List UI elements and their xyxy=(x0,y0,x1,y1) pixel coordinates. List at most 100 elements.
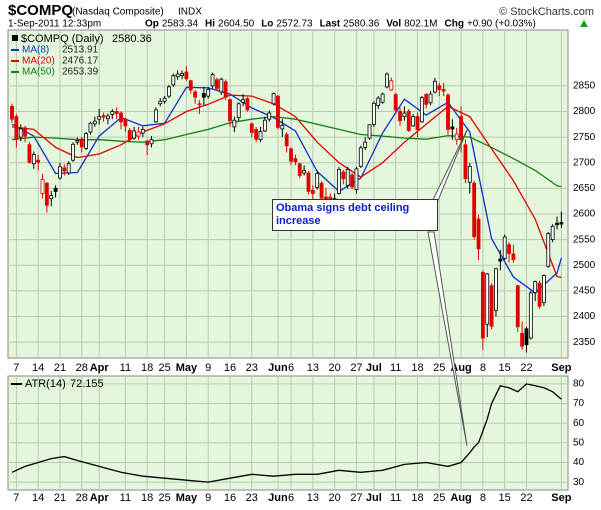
legend-value: 2513.91 xyxy=(62,45,99,56)
candle-body xyxy=(467,165,472,183)
candle-body xyxy=(132,130,136,139)
candle-body xyxy=(524,328,529,346)
x-tick-label: 23 xyxy=(246,492,258,504)
x-tick-label: 16 xyxy=(224,362,236,374)
legend-label: ATR(14) xyxy=(25,378,66,390)
candle-body xyxy=(114,111,119,114)
candle-body xyxy=(310,190,315,194)
candle-body xyxy=(62,167,67,172)
annotation-arrow xyxy=(427,231,468,447)
y-tick-label: 80 xyxy=(573,379,585,390)
quote-value: +0.90 (+0.03%) xyxy=(467,19,536,30)
legend-value: 2476.17 xyxy=(62,56,99,67)
candle-body xyxy=(92,120,97,125)
y-tick-label: 2850 xyxy=(573,81,596,92)
candle-body xyxy=(127,130,132,141)
up-arrow-icon xyxy=(580,20,588,27)
quote-value: 2572.73 xyxy=(276,19,313,30)
annotation: Obama signs debt ceiling increase xyxy=(272,199,438,231)
candle-body xyxy=(289,148,293,162)
candle-body xyxy=(106,115,110,120)
candle-body xyxy=(511,253,516,260)
candle-body xyxy=(53,187,58,192)
indicator-line xyxy=(11,383,562,483)
chart-subtitle: (Nasdaq Composite) xyxy=(72,7,164,18)
candle-body xyxy=(433,80,437,93)
candle-body xyxy=(188,80,193,91)
candle-body xyxy=(494,268,498,311)
x-tick-label: 25 xyxy=(433,362,445,374)
candle-body xyxy=(402,112,407,118)
x-tick-label: May xyxy=(176,362,198,374)
y-tick-label: 2600 xyxy=(573,209,596,220)
y-tick-label: 2750 xyxy=(573,132,596,143)
candle-body xyxy=(271,93,276,105)
moving-average-line xyxy=(11,94,562,279)
candle-body xyxy=(197,103,202,106)
x-tick-label: 18 xyxy=(141,362,153,374)
x-tick-label: Apr xyxy=(90,492,110,504)
candle-body xyxy=(280,124,285,130)
x-tick-label: 11 xyxy=(120,362,131,374)
x-tick-label: 7 xyxy=(13,492,19,504)
moving-average-line xyxy=(11,86,563,294)
candle-body xyxy=(450,126,455,130)
x-tick-label: 9 xyxy=(205,362,211,374)
candle-body xyxy=(27,144,32,163)
x-tick-label: Aug xyxy=(450,492,471,504)
candle-body xyxy=(358,147,363,167)
candle-body xyxy=(110,111,115,115)
candle-body xyxy=(71,143,75,161)
timestamp: 1-Sep-2011 12:33pm xyxy=(8,19,101,30)
x-tick-label: 25 xyxy=(433,492,445,504)
x-tick-label: 21 xyxy=(54,362,66,374)
quote-value: 2583.34 xyxy=(162,19,199,30)
x-tick-label: 18 xyxy=(411,492,423,504)
y-tick-label: 40 xyxy=(573,457,585,468)
candle-body xyxy=(262,119,267,132)
candle-body xyxy=(232,119,237,128)
candle-body xyxy=(58,166,62,179)
x-tick-label: 6 xyxy=(288,492,294,504)
y-tick-label: 2650 xyxy=(573,183,596,194)
candle-body xyxy=(555,222,559,226)
candle-body xyxy=(180,73,184,77)
candle-body xyxy=(520,332,525,347)
x-tick-label: 14 xyxy=(32,362,44,374)
candle-body xyxy=(258,131,263,141)
legend-label: MA(50) xyxy=(22,67,55,78)
candle-body xyxy=(167,86,171,97)
candle-body xyxy=(245,98,250,111)
candle-body xyxy=(502,236,507,259)
candle-body xyxy=(97,116,102,120)
moving-average-line xyxy=(11,115,562,188)
quote-label: Hi xyxy=(205,19,215,30)
candle-body xyxy=(459,116,463,141)
x-tick-label: 11 xyxy=(390,362,401,374)
candle-body xyxy=(315,173,320,188)
x-tick-label: 8 xyxy=(480,362,486,374)
candle-body xyxy=(489,285,494,327)
candle-body xyxy=(206,89,211,97)
legend-label: MA(8) xyxy=(22,45,49,56)
exchange: INDX xyxy=(178,7,202,18)
quote-value: 2580.36 xyxy=(343,19,380,30)
x-tick-label: Jul xyxy=(366,492,382,504)
y-tick-label: 2500 xyxy=(573,260,596,271)
candle-body xyxy=(472,182,477,237)
x-tick-label: 6 xyxy=(288,362,294,374)
quote-label: Lo xyxy=(261,19,273,30)
candle-body xyxy=(18,128,23,138)
x-tick-label: May xyxy=(176,492,198,504)
x-tick-label: 21 xyxy=(54,492,66,504)
quote-value: 802.1M xyxy=(404,19,437,30)
candle-body xyxy=(119,112,123,123)
candle-body xyxy=(550,225,555,241)
x-tick-label: 9 xyxy=(205,492,211,504)
x-tick-label: 18 xyxy=(141,492,153,504)
y-tick-label: 2400 xyxy=(573,311,596,322)
x-tick-label: 11 xyxy=(120,492,131,504)
candle-body xyxy=(193,91,198,98)
